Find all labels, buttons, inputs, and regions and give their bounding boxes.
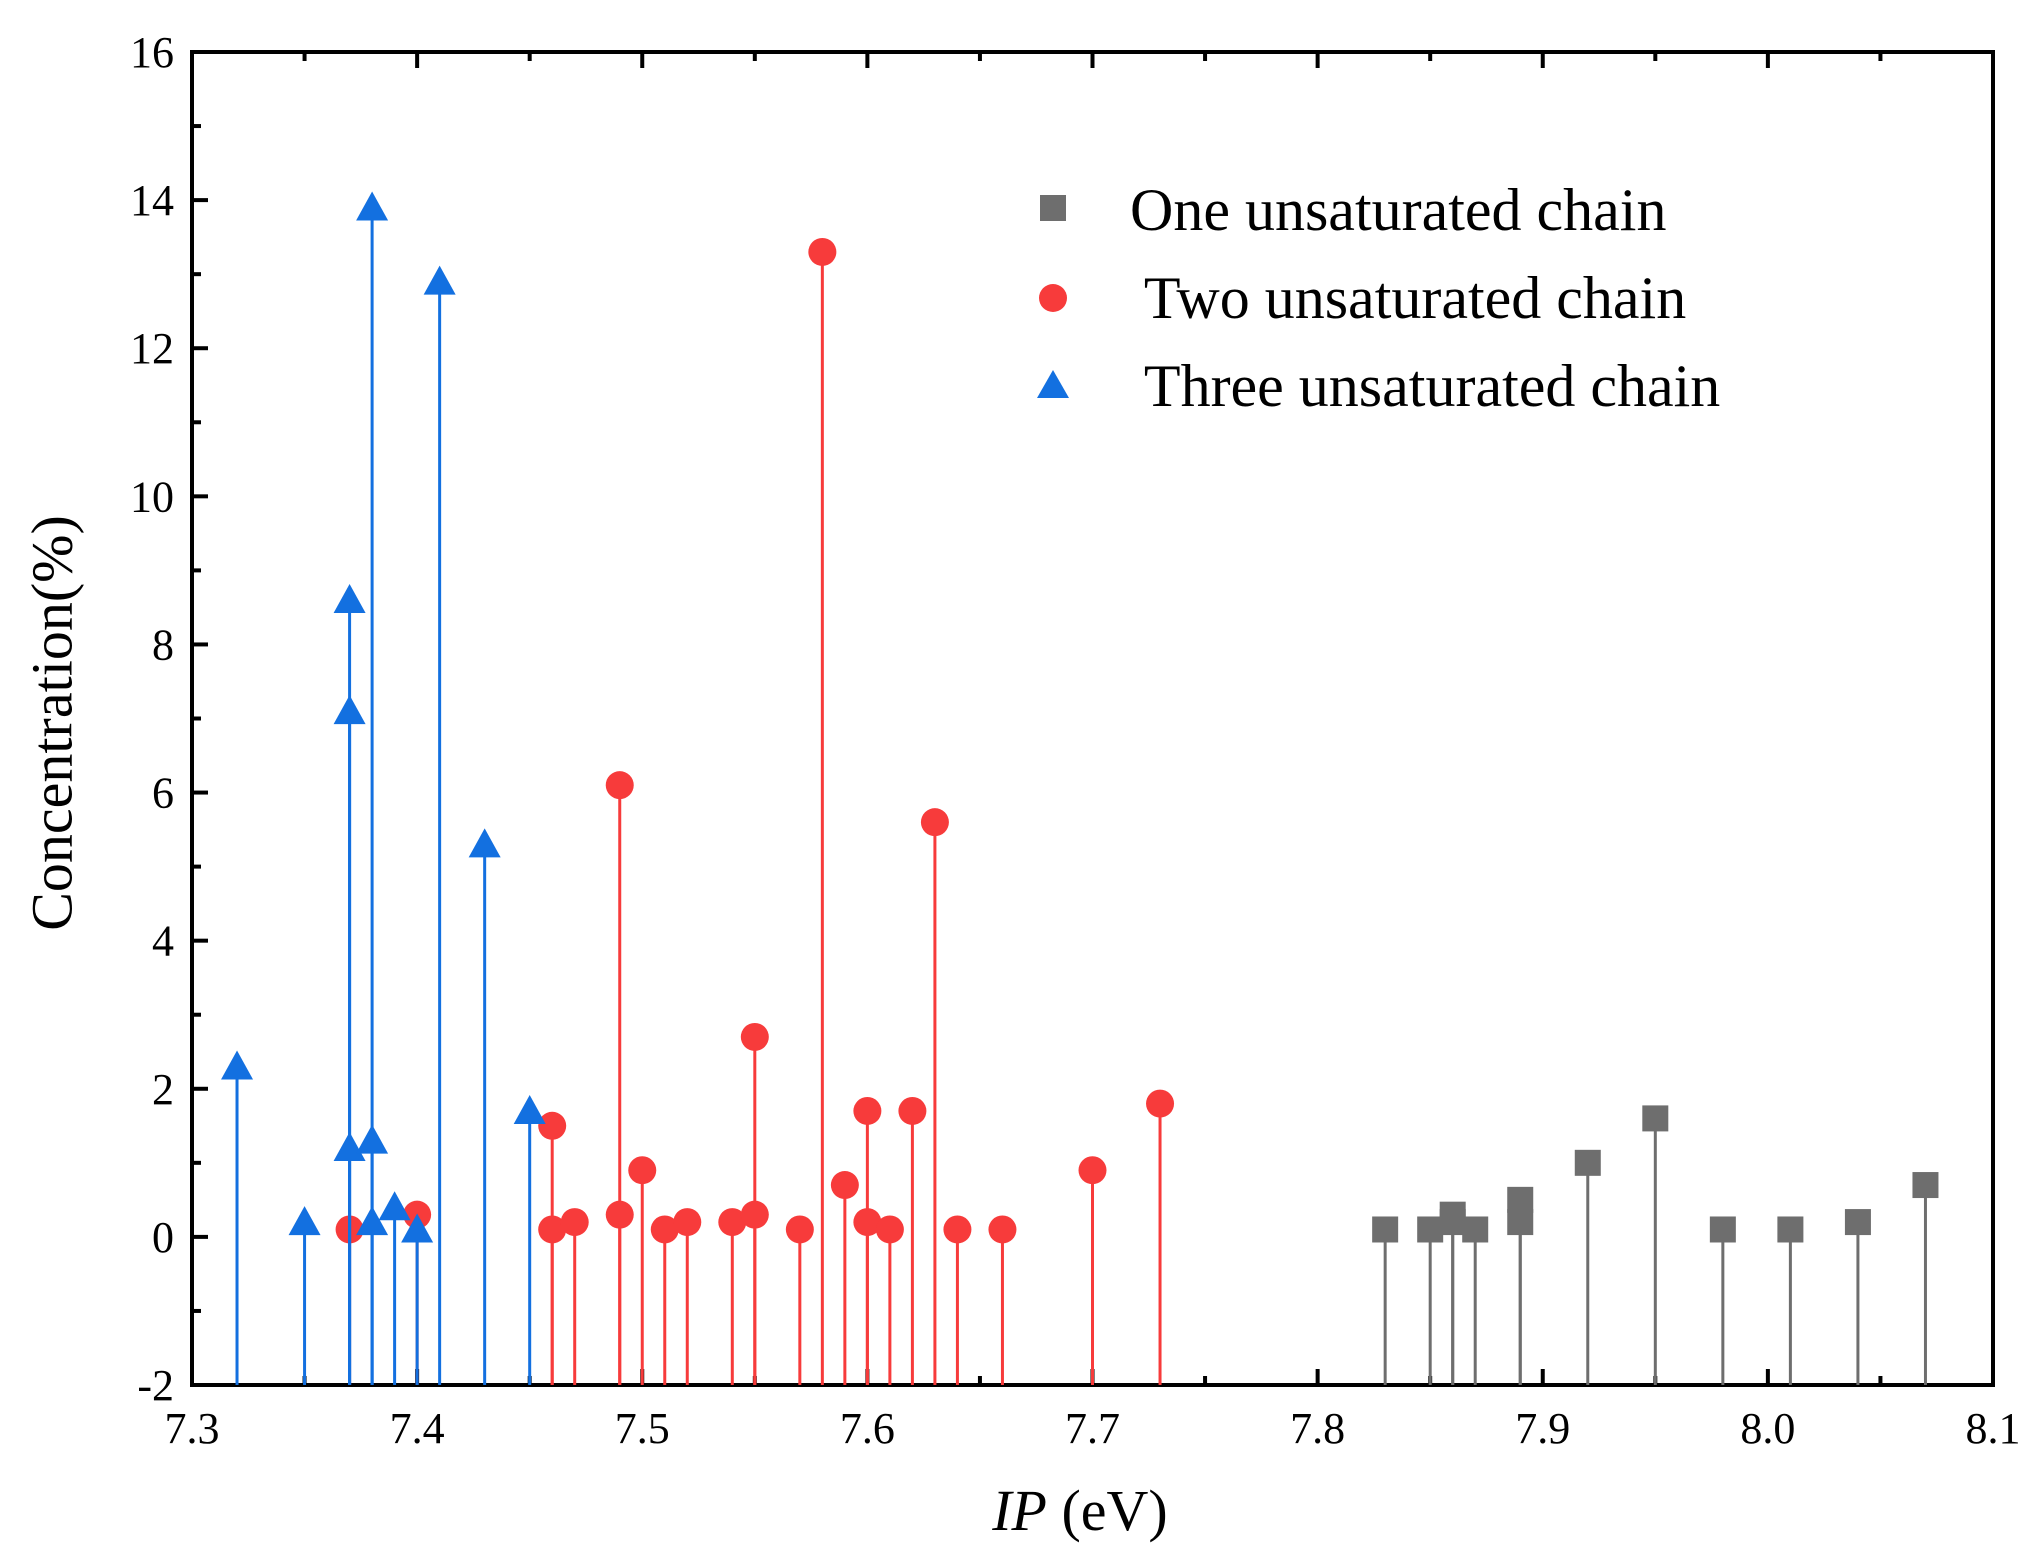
data-point-circle	[988, 1215, 1017, 1244]
data-point-circle	[718, 1208, 747, 1237]
data-point-triangle	[333, 695, 366, 725]
data-point-triangle	[356, 1124, 389, 1154]
data-point-circle	[853, 1096, 882, 1125]
x-tick-label: 7.9	[1515, 1404, 1570, 1453]
data-point-circle	[853, 1208, 882, 1237]
data-point-triangle	[288, 1206, 321, 1236]
y-tick-label: 0	[152, 1213, 174, 1262]
data-point-circle	[538, 1111, 567, 1140]
y-tick-label: 14	[130, 176, 174, 225]
data-point-circle	[808, 237, 837, 266]
data-point-circle	[785, 1215, 814, 1244]
x-tick-label: 8.1	[1966, 1404, 2021, 1453]
y-axis-title: Concentration(%)	[19, 515, 84, 931]
data-point-circle	[538, 1215, 567, 1244]
legend-label-one: One unsaturated chain	[1130, 177, 1666, 243]
data-point-circle	[605, 1200, 634, 1229]
y-tick-label: 6	[152, 769, 174, 818]
data-point-circle	[560, 1208, 589, 1237]
y-tick-label: 2	[152, 1065, 174, 1114]
data-point-square	[1709, 1216, 1736, 1243]
y-tick-label: 16	[130, 28, 174, 77]
data-point-circle	[875, 1215, 904, 1244]
data-point-square	[1507, 1209, 1534, 1236]
data-point-circle	[920, 808, 949, 837]
data-point-triangle	[468, 828, 501, 858]
y-tick-label: 10	[130, 472, 174, 521]
data-point-circle	[1078, 1156, 1107, 1185]
x-tick-label: 7.3	[165, 1404, 220, 1453]
series-3	[221, 191, 546, 1385]
legend-marker-circle	[1039, 284, 1067, 312]
x-axis-title-unit: (eV)	[1047, 1478, 1168, 1543]
x-tick-label: 7.8	[1290, 1404, 1345, 1453]
data-point-circle	[740, 1022, 769, 1051]
data-point-circle	[628, 1156, 657, 1185]
data-point-triangle	[423, 265, 456, 295]
y-tick-label: 4	[152, 917, 174, 966]
legend-label-two: Two unsaturated chain	[1130, 265, 1686, 331]
legend-label-three: Three unsaturated chain	[1130, 353, 1720, 419]
data-point-square	[1417, 1216, 1444, 1243]
data-point-triangle	[333, 584, 366, 614]
data-point-square	[1462, 1216, 1489, 1243]
legend-marker-square	[1040, 195, 1066, 221]
x-axis-title-italic: IP	[991, 1478, 1047, 1543]
series-2	[335, 237, 1175, 1385]
y-tick-label: 12	[130, 324, 174, 373]
data-point-circle	[943, 1215, 972, 1244]
x-tick-label: 7.4	[390, 1404, 445, 1453]
x-axis-title: IP (eV)	[991, 1478, 1168, 1543]
data-point-square	[1439, 1209, 1466, 1236]
data-point-triangle	[333, 1132, 366, 1162]
data-point-square	[1507, 1186, 1534, 1213]
legend: One unsaturated chain Two unsaturated ch…	[1037, 177, 1720, 419]
data-point-circle	[740, 1200, 769, 1229]
data-point-square	[1574, 1149, 1601, 1176]
data-point-circle	[898, 1096, 927, 1125]
data-point-square	[1777, 1216, 1804, 1243]
plot-area: 7.3 7.4 7.5 7.6 7.7 7.8 7.9 8.0 8.1 -2 0 2 4 6 8 10 12 14…	[130, 28, 2021, 1453]
data-point-square	[1912, 1172, 1939, 1199]
legend-marker-triangle	[1037, 370, 1069, 398]
data-point-triangle	[356, 1206, 389, 1236]
data-point-triangle	[356, 191, 389, 221]
data-point-circle	[605, 771, 634, 800]
data-point-circle	[650, 1215, 679, 1244]
y-tick-label: -2	[137, 1361, 174, 1410]
x-tick-label: 7.6	[840, 1404, 895, 1453]
data-point-circle	[673, 1208, 702, 1237]
data-point-triangle	[378, 1191, 411, 1221]
x-tick-label: 8.0	[1740, 1404, 1795, 1453]
data-point-triangle	[401, 1213, 434, 1243]
data-point-circle	[830, 1171, 859, 1200]
data-point-square	[1642, 1105, 1669, 1132]
data-point-triangle	[221, 1050, 254, 1080]
series-1	[1372, 1105, 1939, 1385]
data-point-circle	[1146, 1089, 1175, 1118]
y-tick-label: 8	[152, 620, 174, 669]
data-point-square	[1844, 1209, 1871, 1236]
data-point-square	[1372, 1216, 1399, 1243]
x-tick-label: 7.7	[1065, 1404, 1120, 1453]
x-tick-label: 7.5	[615, 1404, 670, 1453]
data-point-triangle	[513, 1094, 546, 1124]
